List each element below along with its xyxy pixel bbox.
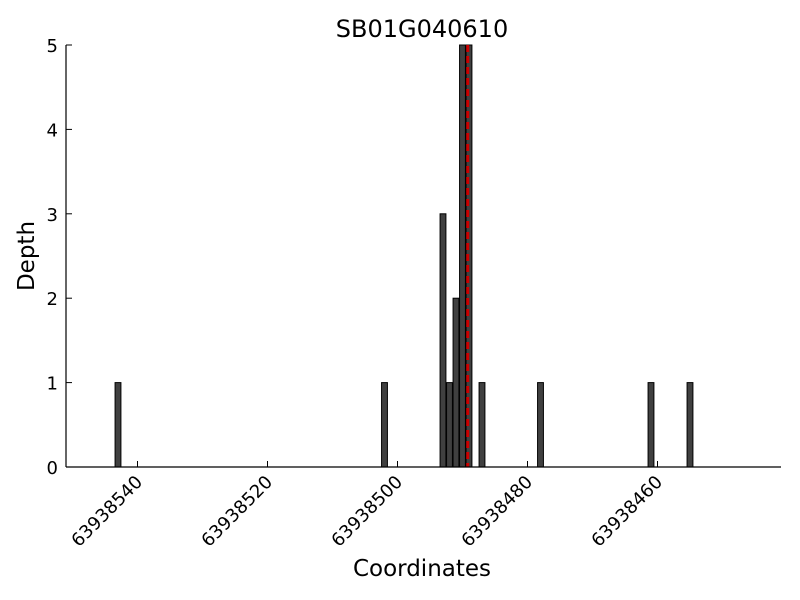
y-axis-label: Depth — [14, 221, 40, 291]
y-tick-label: 4 — [47, 120, 58, 141]
x-tick-label: 63938500 — [327, 472, 407, 552]
bar — [446, 382, 453, 468]
bar — [459, 44, 466, 468]
bar — [439, 213, 447, 468]
x-tick-label: 63938520 — [197, 472, 277, 552]
y-tick-label: 0 — [47, 458, 58, 479]
bar — [647, 382, 655, 468]
y-tick-label: 1 — [47, 374, 58, 395]
plot-area: 0 1 2 3 4 5 63938540 63938520 63938500 63938480 63… — [47, 36, 781, 551]
bar — [686, 382, 694, 468]
y-tick-label: 2 — [47, 289, 58, 310]
bar — [381, 382, 388, 468]
bar — [478, 382, 486, 468]
y-tick-label: 3 — [47, 205, 58, 226]
x-axis-label: Coordinates — [353, 556, 491, 582]
bar — [452, 297, 460, 468]
bar — [114, 382, 122, 468]
x-tick-label: 63938460 — [587, 472, 667, 552]
chart-title: SB01G040610 — [336, 15, 508, 43]
x-tick-label: 63938540 — [67, 472, 147, 552]
y-tick-label: 5 — [47, 36, 58, 57]
bar — [537, 382, 544, 468]
x-tick-label: 63938480 — [457, 472, 537, 552]
